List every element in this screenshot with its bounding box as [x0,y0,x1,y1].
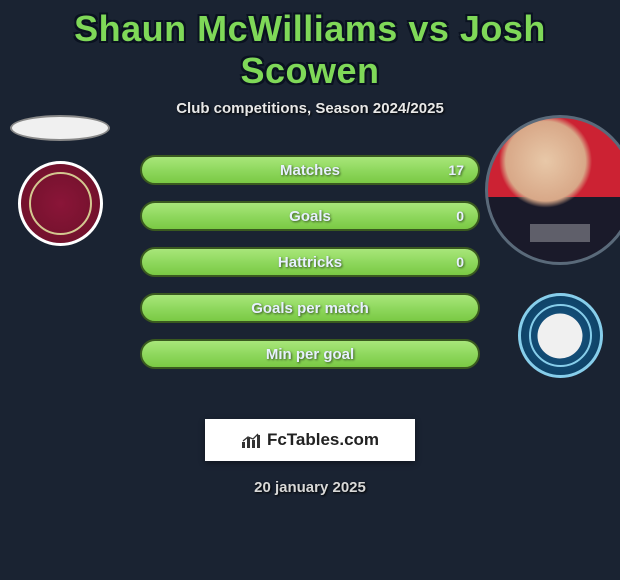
logo-box: FcTables.com [205,419,415,461]
stat-value-right: 17 [448,162,464,178]
stats-container: Matches 17 Goals 0 Hattricks 0 Goals per match… [0,155,620,369]
stat-row: Matches 17 [140,155,480,185]
stat-label: Goals [289,208,331,225]
stat-label: Hattricks [278,254,342,271]
logo-text: FcTables.com [241,430,379,450]
stat-row: Min per goal [140,339,480,369]
stat-row: Goals 0 [140,201,480,231]
stat-row: Hattricks 0 [140,247,480,277]
logo-label: FcTables.com [267,430,379,450]
date-label: 20 january 2025 [0,479,620,496]
stat-label: Matches [280,162,340,179]
stat-value-right: 0 [456,254,464,270]
stat-label: Min per goal [266,346,354,363]
chart-icon [241,432,263,448]
stat-label: Goals per match [251,300,369,317]
page-title: Shaun McWilliams vs Josh Scowen [0,0,620,92]
player-left-photo [10,115,110,141]
stat-value-right: 0 [456,208,464,224]
stat-row: Goals per match [140,293,480,323]
